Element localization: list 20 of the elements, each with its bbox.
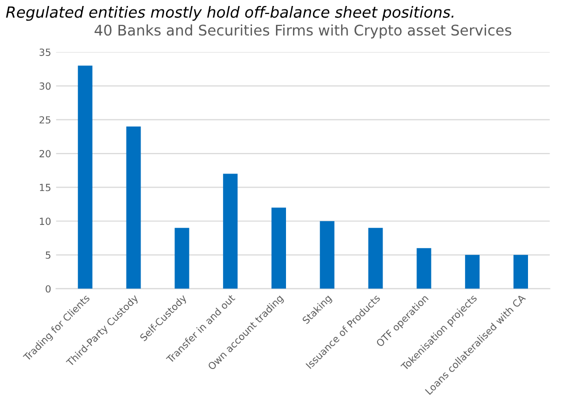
y-tick-label: 0 bbox=[46, 285, 51, 293]
text: Regulated entities mostly hold off-balance sheet positions. bbox=[6, 6, 454, 21]
y-tick-label: 30 bbox=[40, 82, 51, 90]
y-tick-label: 10 bbox=[40, 218, 51, 225]
bar bbox=[78, 66, 92, 289]
bar bbox=[174, 228, 190, 289]
bar bbox=[465, 254, 480, 289]
y-tick-label: 35 bbox=[40, 48, 50, 56]
bar bbox=[513, 254, 528, 289]
bar bbox=[368, 228, 383, 289]
bar bbox=[320, 221, 334, 289]
chart-title: 40 Banks and Securities Firms with Crypto asset Services bbox=[94, 24, 512, 38]
y-tick-label: 5 bbox=[46, 252, 50, 259]
bar bbox=[416, 248, 432, 289]
bar bbox=[271, 208, 286, 289]
bar bbox=[223, 174, 238, 289]
bar bbox=[126, 126, 141, 289]
y-tick-label: 25 bbox=[40, 116, 50, 124]
y-tick-label: 15 bbox=[40, 184, 50, 192]
y-tick-label: 20 bbox=[40, 150, 51, 158]
